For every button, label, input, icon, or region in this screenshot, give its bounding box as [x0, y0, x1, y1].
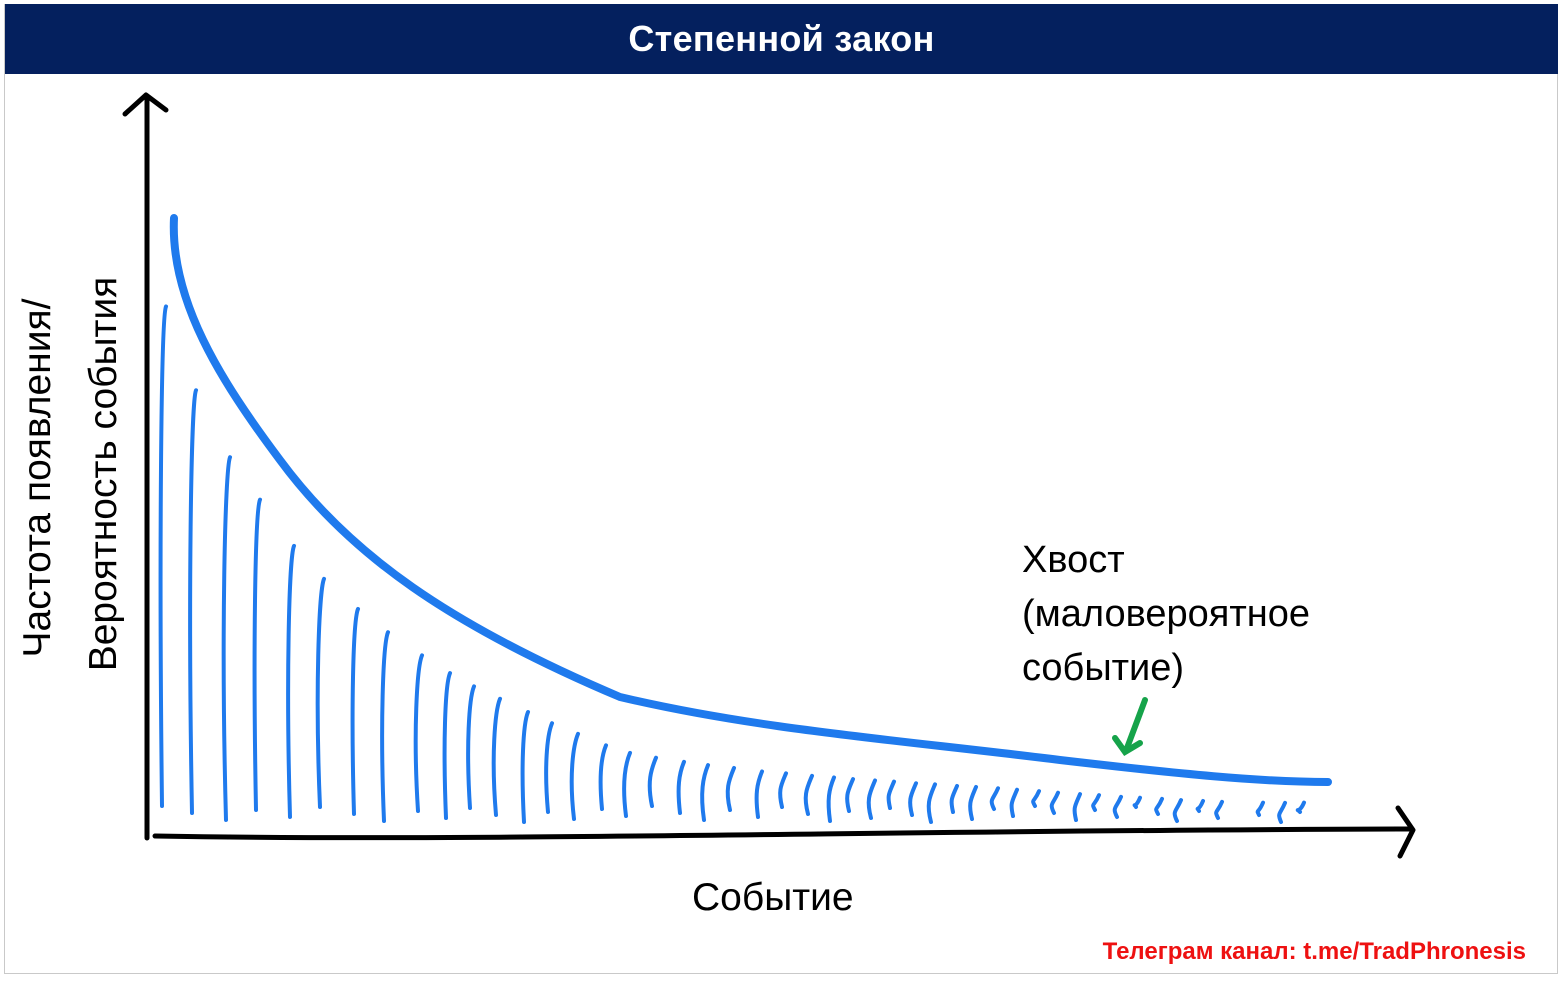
- hatch-stroke: [1255, 800, 1265, 817]
- y-axis-label-frequency: Частота появления/: [16, 298, 59, 658]
- title-bar: Степенной закон: [5, 4, 1558, 74]
- hatch-stroke: [252, 497, 262, 812]
- hatch-stroke: [1091, 793, 1101, 812]
- hatch-stroke: [1049, 790, 1060, 815]
- arrow-down-left-icon: [1112, 697, 1148, 756]
- x-axis-label: Событие: [692, 876, 854, 919]
- axes: [122, 92, 1416, 859]
- hatch-stroke: [1172, 798, 1183, 823]
- hatch-stroke: [778, 771, 788, 809]
- hatch-stroke: [826, 775, 836, 823]
- hatch-stroke: [442, 671, 452, 820]
- hatch-stroke: [286, 543, 296, 819]
- y-axis-arrowhead: [122, 92, 169, 117]
- hatch-stroke: [466, 684, 476, 810]
- x-axis-arrowhead: [1395, 805, 1416, 859]
- hatch-stroke: [725, 765, 736, 812]
- power-law-curve: [169, 214, 1332, 786]
- hatch-stroke: [700, 763, 710, 822]
- hatch-stroke: [520, 710, 530, 824]
- hatch-stroke: [380, 630, 390, 823]
- hatch-stroke: [221, 455, 232, 822]
- hatch-stroke: [491, 696, 502, 817]
- telegram-channel-link[interactable]: t.me/TradPhronesis: [1303, 938, 1526, 965]
- hatch-stroke: [188, 388, 198, 815]
- hatch-stroke: [1195, 798, 1205, 813]
- hatch-stroke: [350, 606, 360, 816]
- hatch-stroke: [676, 759, 686, 815]
- tail-hatching: [158, 304, 1306, 824]
- tail-annotation-line3: событие): [1022, 647, 1185, 689]
- tail-annotation-line2: (маловероятное: [1022, 593, 1311, 635]
- hatch-stroke: [598, 743, 608, 811]
- x-axis-line: [152, 826, 1415, 841]
- hatch-stroke: [1072, 792, 1082, 822]
- telegram-channel-label: Телеграм канал:: [1102, 938, 1297, 965]
- hatch-stroke: [569, 731, 580, 821]
- hatch-stroke: [968, 784, 978, 821]
- hatch-stroke: [754, 769, 764, 819]
- hatch-stroke: [315, 576, 326, 809]
- hatch-stroke: [1214, 799, 1224, 820]
- y-axis-label-probability: Вероятность события: [82, 276, 125, 672]
- slide-title: Степенной закон: [628, 18, 935, 59]
- hatch-stroke: [949, 783, 959, 814]
- hatch-stroke: [886, 779, 896, 810]
- hatch-stroke: [1132, 795, 1142, 809]
- hatch-stroke: [544, 721, 554, 814]
- hatch-stroke: [1031, 789, 1041, 808]
- hatch-stroke: [1154, 796, 1164, 816]
- tail-annotation-line1: Хвост: [1022, 539, 1125, 581]
- hatch-stroke: [622, 750, 632, 818]
- hatch-stroke: [647, 755, 658, 808]
- telegram-credit[interactable]: Телеграм канал: t.me/TradPhronesis: [1103, 938, 1526, 966]
- hatch-stroke: [845, 777, 855, 813]
- hatch-stroke: [908, 781, 918, 817]
- hatch-stroke: [1277, 800, 1287, 824]
- hatch-stroke: [413, 653, 424, 813]
- hatch-stroke: [1295, 800, 1306, 814]
- hatch-stroke: [866, 778, 877, 820]
- hatch-stroke: [158, 304, 168, 808]
- hatch-stroke: [989, 786, 1000, 811]
- hatch-stroke: [1112, 794, 1123, 819]
- hatch-stroke: [926, 782, 937, 824]
- hatch-stroke: [1009, 787, 1019, 818]
- hatch-stroke: [803, 773, 814, 816]
- tail-annotation: Хвост (маловероятное событие): [1022, 533, 1310, 695]
